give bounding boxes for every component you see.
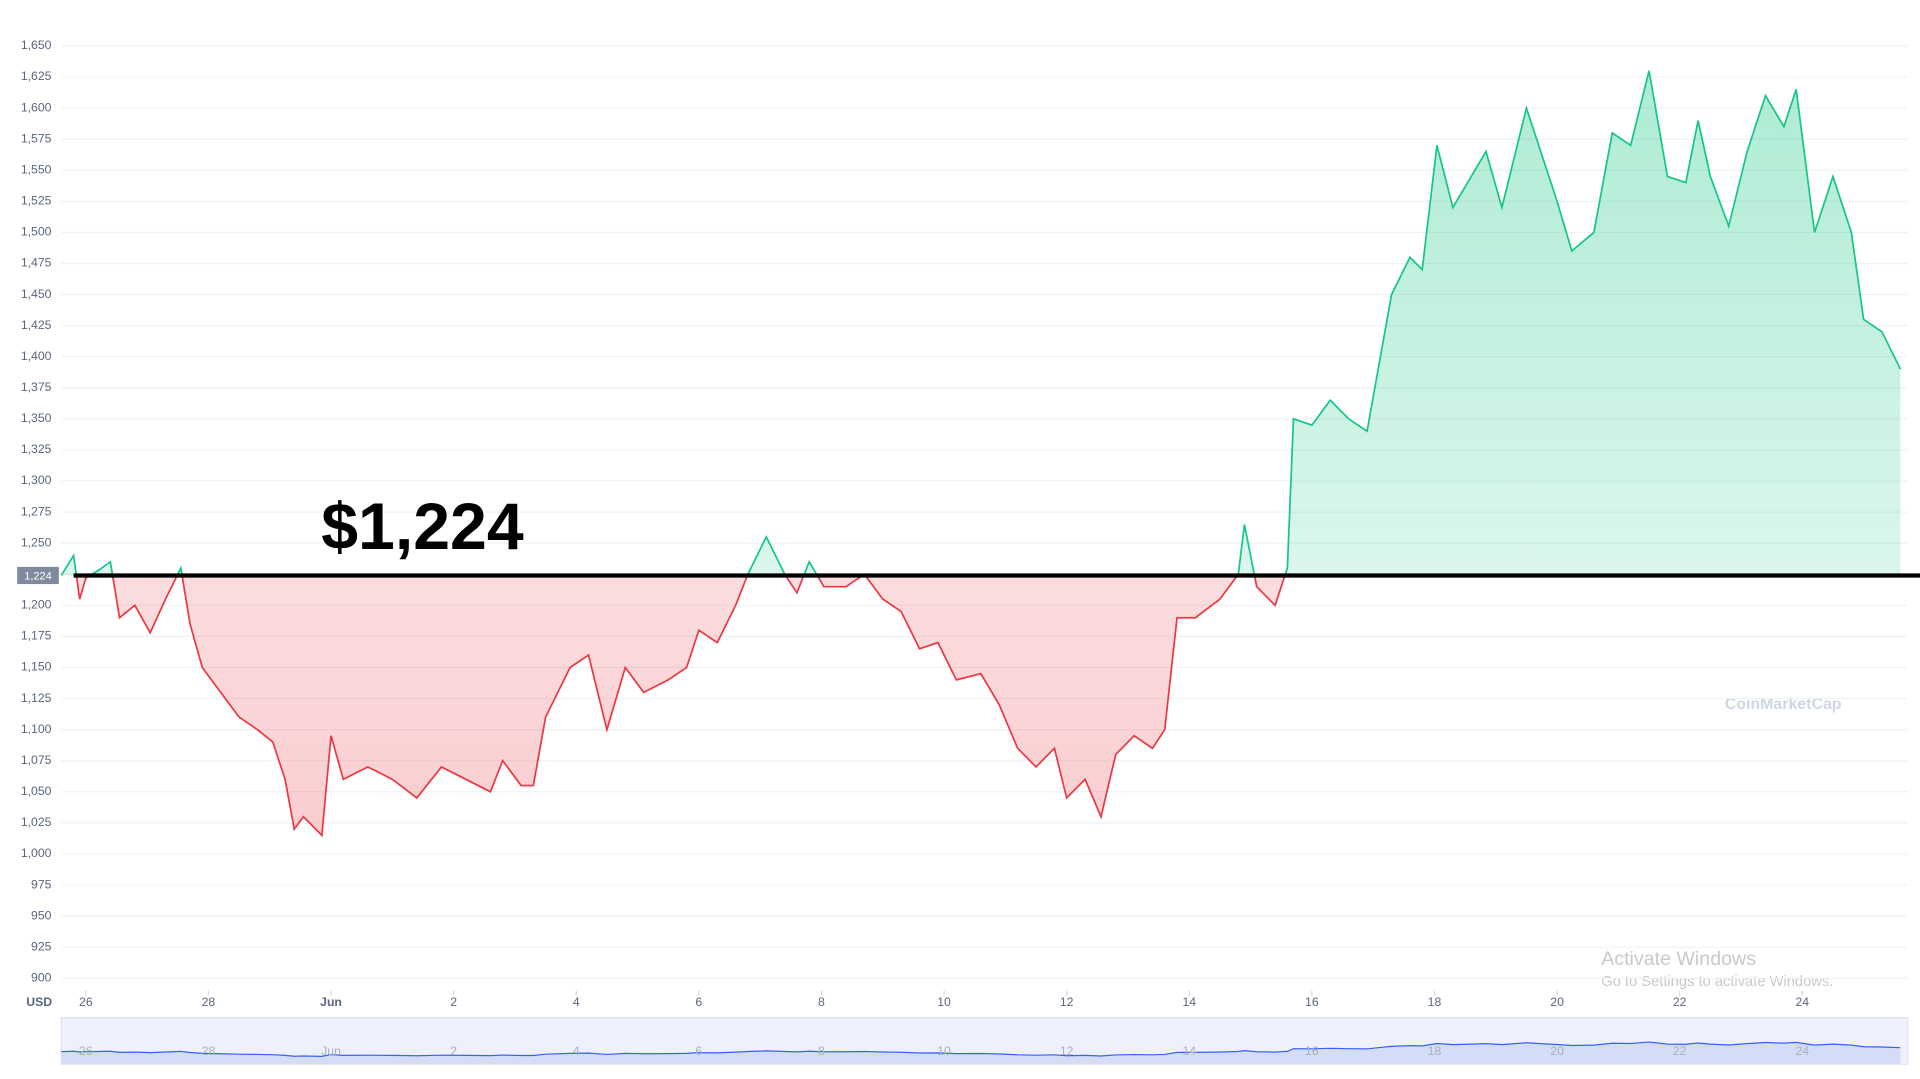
y-tick-label: 1,325 xyxy=(21,442,52,456)
y-tick-label: 1,600 xyxy=(21,100,52,114)
y-tick-label: 1,525 xyxy=(21,194,52,208)
navigator-tick-label: 22 xyxy=(1673,1044,1687,1058)
y-tick-label: 1,425 xyxy=(21,318,52,332)
x-tick-label: 22 xyxy=(1673,995,1687,1009)
x-tick-label: 2 xyxy=(450,995,457,1009)
x-tick-label: 18 xyxy=(1428,995,1442,1009)
y-tick-label: 1,550 xyxy=(21,162,52,176)
y-tick-label: 1,450 xyxy=(21,287,52,301)
activation-hint: Go to Settings to activate Windows. xyxy=(1601,974,1833,990)
navigator-tick-label: 10 xyxy=(937,1044,951,1058)
y-tick-label: 1,150 xyxy=(21,660,52,674)
activation-title: Activate Windows xyxy=(1601,948,1756,970)
y-tick-label: 1,625 xyxy=(21,69,52,83)
watermark: CoinMarketCap xyxy=(1725,696,1842,713)
y-tick-label: 1,075 xyxy=(21,753,52,767)
x-tick-label: 8 xyxy=(818,995,825,1009)
y-tick-label: 1,500 xyxy=(21,225,52,239)
price-line-above xyxy=(60,70,1902,576)
x-tick-label: 20 xyxy=(1550,995,1564,1009)
navigator-tick-label: 28 xyxy=(202,1044,216,1058)
navigator-tick-label: Jun xyxy=(321,1044,341,1058)
price-line-below xyxy=(61,575,1286,838)
y-tick-label: 950 xyxy=(31,908,52,922)
y-tick-label: 1,175 xyxy=(21,629,52,643)
y-tick-label: 975 xyxy=(31,877,52,891)
y-tick-label: 1,300 xyxy=(21,473,52,487)
y-tick-label: 1,025 xyxy=(21,815,52,829)
area-below xyxy=(76,575,1285,836)
y-tick-label: 1,050 xyxy=(21,784,52,798)
navigator-tick-label: 26 xyxy=(79,1044,93,1058)
y-tick-label: 1,125 xyxy=(21,691,52,705)
y-tick-label: 1,400 xyxy=(21,349,52,363)
y-tick-label: 1,650 xyxy=(21,38,52,52)
navigator-tick-label: 24 xyxy=(1795,1044,1809,1058)
navigator-tick-label: 20 xyxy=(1550,1044,1564,1058)
y-tick-label: 1,475 xyxy=(21,256,52,270)
x-tick-label: 14 xyxy=(1182,995,1196,1009)
navigator-tick-label: 6 xyxy=(695,1044,702,1058)
baseline-tag xyxy=(17,566,59,585)
navigator-tick-label: 14 xyxy=(1182,1044,1196,1058)
y-tick-label: 1,350 xyxy=(21,411,52,425)
area-above xyxy=(61,70,1901,576)
navigator-tick-label: 16 xyxy=(1305,1044,1319,1058)
y-tick-label: 925 xyxy=(31,939,52,953)
y-tick-label: 1,375 xyxy=(21,380,52,394)
y-tick-label: 1,275 xyxy=(21,504,52,518)
x-tick-label: 6 xyxy=(695,995,702,1009)
y-tick-label: 1,200 xyxy=(21,598,52,612)
navigator-area xyxy=(61,1042,1901,1065)
x-tick-label: 26 xyxy=(79,995,93,1009)
navigator-tick-label: 2 xyxy=(450,1044,457,1058)
y-tick-label: 1,250 xyxy=(21,535,52,549)
navigator-tick-label: 8 xyxy=(818,1044,825,1058)
y-tick-label: 1,575 xyxy=(21,131,52,145)
x-tick-label: 24 xyxy=(1795,995,1809,1009)
x-tick-label: 12 xyxy=(1060,995,1074,1009)
x-tick-label: 28 xyxy=(202,995,216,1009)
navigator-tick-label: 12 xyxy=(1060,1044,1074,1058)
y-tick-label: 1,100 xyxy=(21,722,52,736)
annotation: $1,224 xyxy=(321,490,524,564)
navigator-line xyxy=(61,1041,1901,1058)
x-tick-label: 4 xyxy=(573,995,580,1009)
y-tick-label: 900 xyxy=(31,970,52,984)
navigator-tick-label: 4 xyxy=(573,1044,580,1058)
baseline-label: 1,224 xyxy=(24,571,52,583)
currency-label: USD xyxy=(26,995,52,1009)
x-tick-label: 16 xyxy=(1305,995,1319,1009)
navigator-tick-label: 18 xyxy=(1428,1044,1442,1058)
y-tick-label: 1,000 xyxy=(21,846,52,860)
x-tick-label: Jun xyxy=(320,995,342,1009)
x-tick-label: 10 xyxy=(937,995,951,1009)
